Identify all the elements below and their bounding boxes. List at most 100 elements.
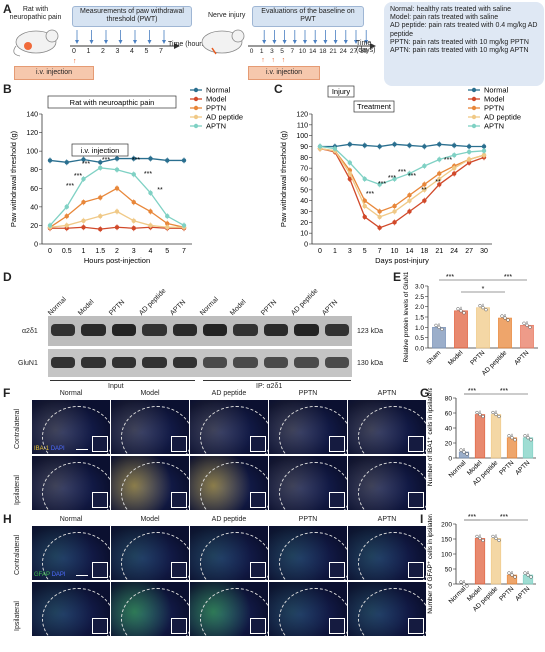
data-point — [114, 209, 120, 214]
ip-bracket — [203, 380, 351, 381]
title-box — [47, 95, 177, 109]
inset-box — [92, 618, 108, 634]
x-tick-label: 5 — [165, 248, 169, 255]
dashed-boundary — [200, 532, 268, 580]
injury-label: Injury — [332, 87, 351, 96]
data-point — [98, 213, 103, 219]
significance-marker: ** — [421, 187, 427, 194]
day-tick-label: 7 — [290, 48, 295, 55]
data-dot — [459, 580, 463, 584]
blot-band — [294, 357, 319, 368]
y-tick-label: 0 — [34, 242, 38, 249]
data-point — [114, 186, 120, 191]
data-point — [362, 203, 367, 209]
micrograph: GFAP DAPI — [32, 526, 110, 580]
injection-arrow-icon: ↑ — [261, 57, 265, 64]
bar — [454, 310, 468, 349]
dashed-boundary — [121, 406, 189, 454]
y-axis-label: Relative protein levels of GluN1 — [403, 272, 410, 363]
day-tick-label: 0 — [249, 48, 254, 55]
data-point — [131, 200, 136, 205]
legend-label: Model — [206, 95, 227, 104]
bar — [490, 538, 502, 585]
micrograph — [111, 526, 189, 580]
data-dot — [462, 311, 466, 315]
dashed-boundary — [42, 406, 110, 454]
significance-marker: *** — [102, 157, 110, 164]
data-dot — [529, 575, 533, 579]
data-dot — [434, 323, 438, 327]
legend-marker — [471, 123, 477, 129]
inset-box — [92, 436, 108, 452]
micrograph — [269, 582, 347, 636]
lane-label: APTN — [320, 298, 339, 317]
data-dot — [526, 573, 530, 577]
stain2-label: DAPI — [50, 446, 65, 452]
micrograph — [269, 456, 347, 510]
y-tick-label: 0 — [304, 242, 308, 249]
data-dot — [494, 536, 498, 541]
input-bracket — [50, 380, 195, 381]
data-dot — [478, 304, 482, 308]
y-axis-label: Paw withdrawal threshold (g) — [279, 130, 288, 227]
y-tick-label: 40 — [445, 426, 453, 433]
panel-label-e: E — [393, 270, 402, 284]
data-point — [181, 158, 187, 163]
chart-title: Rat with neuroapthic pain — [70, 98, 155, 107]
hour-tick-label: 7 — [159, 48, 163, 55]
y-tick-label: 60 — [445, 411, 453, 418]
dashed-boundary — [121, 588, 189, 636]
data-point — [362, 214, 367, 220]
inset-box — [250, 436, 266, 452]
column-header: Normal — [59, 390, 83, 397]
panel-label-d: D — [3, 270, 12, 284]
legend-marker — [193, 114, 199, 120]
timeline-days — [248, 30, 376, 49]
dashed-boundary — [358, 532, 426, 580]
y-tick-label: 20 — [445, 441, 453, 448]
y-tick-label: 0.5 — [415, 335, 424, 342]
micrograph — [190, 526, 268, 580]
dashed-boundary — [279, 532, 347, 580]
x-tick-label: 10 — [391, 248, 399, 255]
y-axis-label: Number of GFAP⁺ cells in ipsilateral SDH — [427, 514, 434, 614]
x-axis-label: Hours post-injection — [84, 256, 150, 265]
x-tick-label: 0 — [318, 248, 322, 255]
data-dot — [525, 323, 529, 327]
time-days-label: Time (days) — [356, 40, 376, 54]
micrograph — [348, 582, 426, 636]
input-label: Input — [108, 383, 124, 390]
bar — [498, 317, 512, 349]
blot-band — [81, 324, 106, 336]
ip-label: IP: α2δ1 — [256, 383, 283, 390]
data-dot — [513, 575, 517, 579]
group-ad-peptide: AD peptide: pain rats treated with 0.4 m… — [390, 22, 538, 38]
data-dot — [481, 306, 485, 310]
data-dot — [440, 327, 444, 331]
significance-marker: *** — [66, 183, 74, 190]
blot-band — [142, 357, 167, 368]
data-dot — [529, 438, 533, 442]
measure-arrowhead-icon — [147, 40, 152, 44]
y-tick-label: 80 — [30, 167, 38, 174]
data-point — [466, 160, 472, 165]
lane-label: Normal — [199, 296, 220, 317]
lane-label: AD peptide — [290, 287, 320, 317]
data-dot — [506, 318, 510, 322]
legend-marker — [471, 87, 477, 93]
measure-arrowhead-icon — [162, 40, 166, 44]
blot-band — [233, 357, 258, 368]
significance-marker: *** — [144, 171, 152, 178]
data-dot — [500, 314, 504, 318]
blot-band — [51, 357, 76, 368]
legend-marker — [193, 96, 199, 102]
data-point — [422, 198, 427, 203]
scale-bar — [76, 448, 88, 450]
column-header: PPTN — [298, 390, 318, 397]
inset-box — [408, 436, 424, 452]
data-dot — [491, 534, 495, 539]
data-point — [362, 143, 367, 148]
inset-box — [171, 562, 187, 578]
y-tick-label: 150 — [441, 537, 452, 544]
